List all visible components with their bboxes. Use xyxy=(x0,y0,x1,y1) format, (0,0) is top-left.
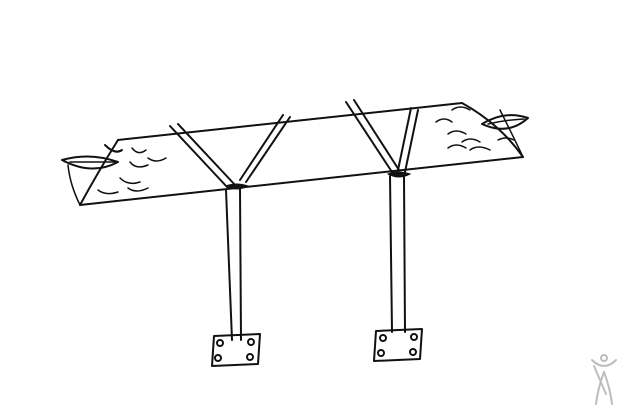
left-base-plate xyxy=(211,333,261,367)
right-base-plate xyxy=(373,328,423,362)
canopy-beam xyxy=(67,102,524,206)
right-post xyxy=(345,99,419,333)
figure-logo-icon xyxy=(591,354,617,405)
left-end-decoration xyxy=(61,144,167,195)
right-end-decoration xyxy=(435,106,529,151)
left-post xyxy=(169,114,291,341)
